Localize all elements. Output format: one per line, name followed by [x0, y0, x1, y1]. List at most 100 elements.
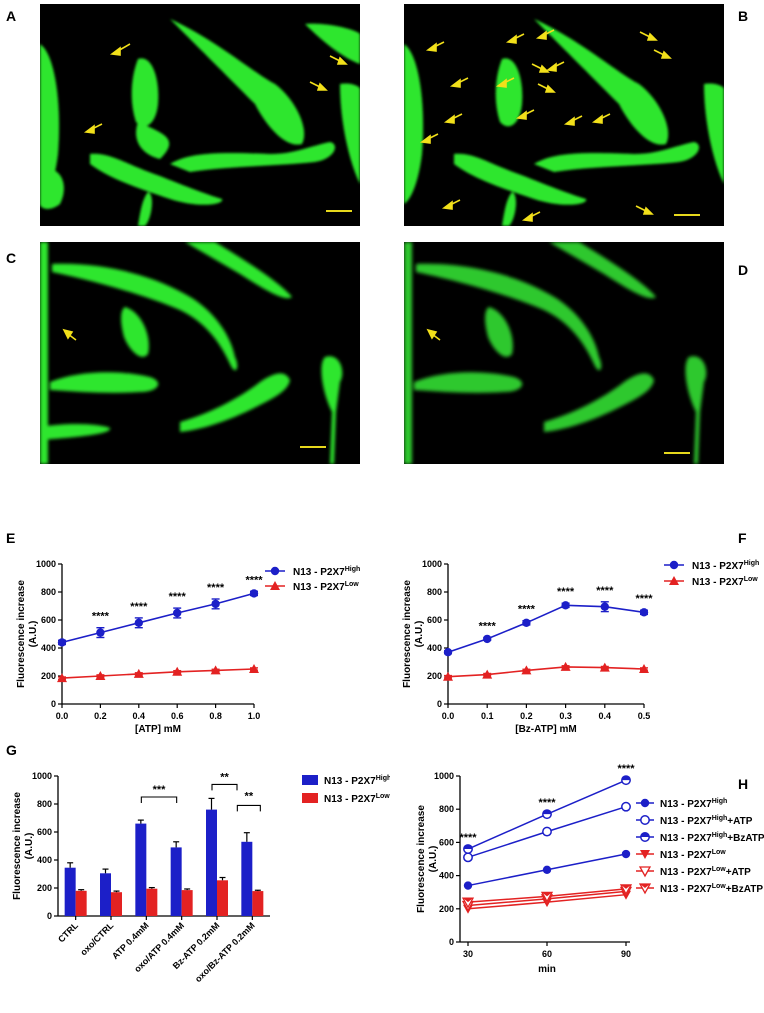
arrow-icon — [329, 55, 348, 65]
panel-label-d: D — [738, 262, 749, 278]
y-tick-label: 400 — [41, 643, 56, 653]
arrow-icons — [426, 328, 441, 341]
bar — [252, 891, 264, 916]
legend-entry: N13 - P2X7High — [660, 798, 727, 810]
data-point — [172, 666, 183, 676]
significance-label: *** — [153, 784, 167, 796]
y-tick-label: 200 — [37, 883, 52, 893]
data-point — [542, 809, 552, 820]
marker-outline — [540, 891, 554, 903]
data-point — [463, 881, 473, 890]
y-tick-label: 0 — [437, 699, 442, 709]
marker-fill — [640, 832, 650, 837]
significance-label: **** — [596, 585, 614, 597]
legend-marker — [638, 866, 652, 878]
significance-label: **** — [169, 591, 187, 603]
data-point — [463, 852, 473, 863]
y-tick-label: 1000 — [434, 771, 454, 781]
bar — [111, 892, 122, 916]
arrow-icon — [443, 113, 463, 124]
significance-label: **** — [207, 582, 225, 594]
legend-marker — [270, 566, 280, 576]
data-point — [211, 599, 220, 609]
y-tick-label: 800 — [41, 587, 56, 597]
legend-entry: N13 - P2X7High — [692, 560, 759, 572]
data-point — [133, 668, 144, 678]
x-tick-label: CTRL — [56, 920, 80, 944]
significance-label: **** — [459, 832, 477, 844]
significance-label: **** — [130, 601, 148, 613]
arrow-icons — [419, 29, 672, 222]
cells — [404, 19, 724, 226]
data-point — [461, 897, 475, 909]
x-tick-label: 0.5 — [638, 711, 651, 721]
significance-label: **** — [518, 604, 536, 616]
y-tick-label: 200 — [427, 671, 442, 681]
arrow-icon — [537, 83, 556, 93]
data-point — [540, 891, 554, 903]
cells — [40, 19, 360, 226]
arrow-icon — [309, 81, 328, 91]
data-point — [173, 608, 182, 618]
x-tick-label: 0.6 — [171, 711, 184, 721]
micrograph-c — [40, 242, 360, 464]
bar — [75, 890, 87, 916]
data-point — [249, 589, 259, 598]
x-tick-label: 0.3 — [559, 711, 572, 721]
micrograph-d — [404, 242, 724, 464]
arrow-icon — [425, 41, 445, 52]
series-line — [447, 666, 645, 678]
panel-label-b: B — [738, 8, 749, 24]
x-tick-label: 0.4 — [599, 711, 612, 721]
arrow-icon — [635, 205, 654, 215]
micrograph-b — [404, 4, 724, 226]
x-tick-label: 30 — [463, 949, 473, 959]
data-point — [542, 865, 552, 874]
panel-label-a: A — [6, 8, 17, 24]
panel-label-g: G — [6, 742, 17, 758]
legend-entry: N13 - P2X7Low+ATP — [660, 866, 751, 878]
bar — [181, 890, 193, 916]
y-tick-label: 1000 — [32, 771, 52, 781]
significance-label: **** — [538, 797, 556, 809]
legend-marker — [669, 560, 679, 570]
chart-e: 0 200 400 600 800 1000 0.0 0.2 0.4 0.6 0.8 1.0 [ATP]… — [16, 559, 360, 735]
chart-f: 0 200 400 600 800 1000 0.0 0.1 0.2 0.3 0.4 0.5 [Bz-A… — [402, 559, 759, 735]
significance-label: ** — [245, 790, 254, 802]
arrow-icon — [449, 77, 469, 88]
y-tick-label: 0 — [449, 937, 454, 947]
data-point — [463, 844, 473, 854]
arrow-icon — [62, 328, 77, 341]
scale-bar — [674, 214, 700, 216]
x-tick-label: 0.2 — [94, 711, 107, 721]
arrow-icons — [83, 43, 348, 134]
legend-swatch — [302, 775, 318, 785]
arrow-icon — [535, 29, 555, 40]
significance-label: **** — [557, 586, 575, 598]
y-axis-label: Fluorescence increase(A.U.) — [16, 580, 39, 688]
bar — [64, 867, 76, 916]
bar — [135, 823, 147, 916]
scale-bar — [664, 452, 690, 454]
cells — [40, 242, 343, 464]
data-point — [560, 661, 571, 671]
marker-fill — [463, 898, 473, 903]
data-point — [599, 662, 610, 672]
data-point — [57, 638, 67, 647]
x-tick-label: 0.0 — [442, 711, 455, 721]
legend-entry: N13 - P2X7Low — [324, 793, 390, 805]
y-tick-label: 800 — [37, 799, 52, 809]
y-tick-label: 600 — [439, 837, 454, 847]
legend-entry: N13 - P2X7Low — [293, 581, 359, 593]
x-tick-label: 90 — [621, 949, 631, 959]
panel-label-h: H — [738, 776, 749, 792]
legend-entry: N13 - P2X7High+ATP — [660, 815, 753, 827]
arrow-icon — [591, 113, 611, 124]
significance-bracket — [236, 804, 261, 812]
data-point — [443, 648, 453, 657]
significance-label: **** — [479, 621, 497, 633]
legend-marker — [640, 798, 650, 808]
marker-fill — [542, 892, 552, 897]
marker-fill — [640, 884, 650, 888]
legend-entry: N13 - P2X7High — [324, 775, 390, 787]
